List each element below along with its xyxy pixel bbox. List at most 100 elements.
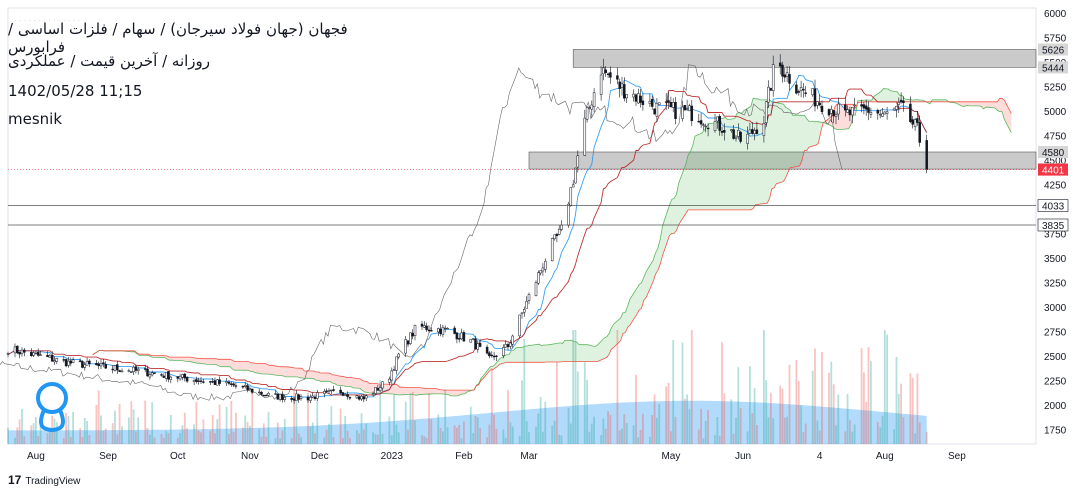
volume-bar <box>167 433 170 444</box>
candle-up <box>409 332 412 344</box>
volume-bar <box>193 424 195 444</box>
y-tick-label: 1750 <box>1044 425 1067 436</box>
candle-down <box>183 373 187 379</box>
candle-down <box>623 84 626 99</box>
volume-bar <box>788 364 791 444</box>
candle-down <box>297 394 300 400</box>
volume-bar <box>356 430 358 444</box>
candle-down <box>104 364 107 369</box>
candle-down <box>506 344 510 348</box>
candle-down <box>232 383 235 386</box>
volume-bar <box>770 392 772 444</box>
volume-bar <box>488 424 491 444</box>
candle-up <box>671 102 675 108</box>
candle-up <box>248 388 252 390</box>
x-tick-label: Dec <box>311 451 329 462</box>
candle-up <box>534 282 538 297</box>
candle-down <box>185 377 189 382</box>
candle-up <box>620 83 624 88</box>
volume-bar <box>228 434 230 444</box>
candle-up <box>48 355 52 358</box>
y-tick-label: 4500 <box>1044 156 1067 167</box>
candle-up <box>748 129 752 134</box>
candle-down <box>667 100 670 103</box>
candle-up <box>637 93 640 104</box>
candle-up <box>771 64 775 91</box>
candle-up <box>799 86 803 91</box>
candle-up <box>327 390 331 392</box>
candle-up <box>746 133 749 144</box>
candle-up <box>583 117 587 156</box>
volume-bar <box>469 406 472 444</box>
volume-bar <box>572 330 575 444</box>
volume-bar <box>811 370 814 444</box>
volume-bar <box>702 438 705 444</box>
candle-down <box>153 372 156 374</box>
volume-bar <box>665 386 668 444</box>
volume-bar <box>700 408 702 444</box>
candle-up <box>525 300 528 309</box>
candle-up <box>388 378 391 383</box>
volume-bar <box>609 414 612 444</box>
volume-bar <box>686 394 688 444</box>
candle-up <box>632 93 635 98</box>
candle-up <box>811 88 814 96</box>
candle-down <box>495 355 498 357</box>
chikou-line <box>0 64 843 401</box>
volume-bar <box>674 416 677 444</box>
volume-bar <box>900 383 902 444</box>
candle-up <box>34 352 38 355</box>
volume-bar <box>616 330 619 444</box>
volume-bar <box>732 433 735 444</box>
candle-up <box>713 121 717 131</box>
volume-bar <box>521 380 523 444</box>
price-tag <box>1038 163 1068 176</box>
candle-down <box>706 127 710 130</box>
volume-bar <box>183 412 186 444</box>
candle-down <box>867 107 870 113</box>
tradingview-logo[interactable]: 17 TradingView <box>8 473 80 487</box>
volume-bar <box>381 434 384 444</box>
candle-down <box>650 98 654 107</box>
candle-down <box>718 116 721 131</box>
volume-bar <box>372 432 374 444</box>
volume-bar <box>881 415 884 444</box>
candle-up <box>311 395 314 398</box>
volume-bar <box>83 417 86 444</box>
volume-bar <box>446 427 449 444</box>
candle-up <box>704 125 707 128</box>
candle-down <box>78 360 82 362</box>
volume-bar <box>332 437 335 444</box>
volume-bar <box>786 416 788 444</box>
volume-bar <box>870 361 872 444</box>
volume-bar <box>242 427 244 444</box>
kijun-line <box>7 88 928 396</box>
candle-up <box>343 394 347 396</box>
candle-up <box>885 111 889 114</box>
candle-down <box>362 396 366 400</box>
candle-down <box>616 75 619 80</box>
candle-up <box>423 325 426 328</box>
volume-bar <box>590 423 593 444</box>
volume-bar <box>523 338 526 444</box>
volume-bar <box>721 342 723 444</box>
candle-up <box>360 396 363 400</box>
candle-down <box>30 351 33 356</box>
volume-bar <box>7 427 9 444</box>
candle-down <box>260 391 263 395</box>
volume-bar <box>504 437 507 444</box>
y-tick-label: 2750 <box>1044 327 1067 338</box>
candle-down <box>95 363 98 366</box>
candle-down <box>430 330 433 332</box>
volume-bar <box>688 409 691 444</box>
price-tag <box>1037 199 1069 212</box>
volume-bar <box>474 416 477 444</box>
candle-up <box>169 376 173 380</box>
volume-bar <box>330 406 333 444</box>
volume-bar <box>835 425 837 444</box>
volume-bar <box>30 425 33 444</box>
candle-up <box>702 124 705 126</box>
ichimoku-cloud-bullish <box>467 98 823 392</box>
candle-down <box>488 352 491 357</box>
